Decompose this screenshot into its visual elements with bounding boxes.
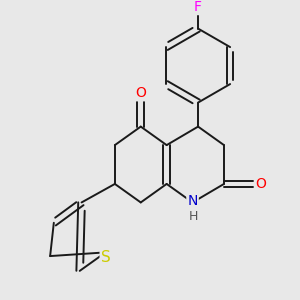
- Text: F: F: [194, 0, 202, 14]
- Text: O: O: [135, 86, 146, 100]
- Text: O: O: [255, 177, 266, 191]
- Text: H: H: [189, 210, 198, 223]
- Text: N: N: [188, 194, 198, 208]
- Text: S: S: [101, 250, 110, 266]
